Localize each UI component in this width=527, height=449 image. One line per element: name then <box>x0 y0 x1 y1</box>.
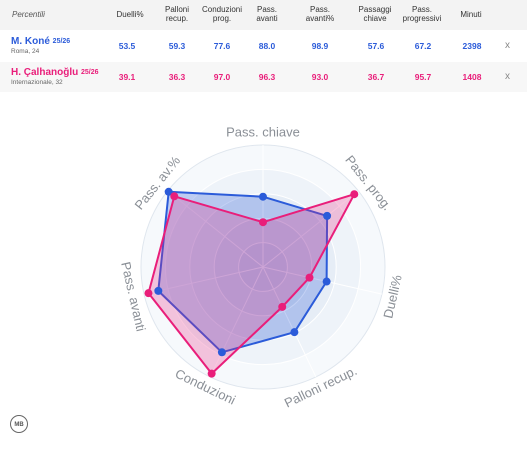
header-pass-avanti: Pass. avanti <box>256 5 278 23</box>
header-percentili: Percentili <box>12 10 45 19</box>
header-pass-avanti-pct: Pass. avanti% <box>305 5 335 23</box>
brand-logo: MB <box>10 415 28 433</box>
remove-kone-button[interactable]: x <box>505 40 510 51</box>
table-row-calhanoglu: H. Çalhanoğlu 25/26 Internazionale, 32 3… <box>0 62 527 92</box>
radar-series-area <box>157 190 329 354</box>
kone-pass-progressivi: 67.2 <box>414 41 432 51</box>
kone-pass-avanti-pct: 98.9 <box>311 41 329 51</box>
player-name-calhanoglu[interactable]: H. Çalhanoğlu 25/26 <box>11 67 99 78</box>
calhanoglu-passaggi-chiave: 36.7 <box>367 72 385 82</box>
header-minuti: Minuti <box>460 10 482 19</box>
table-row-kone: M. Koné 25/26 Roma, 24 53.5 59.3 77.6 88… <box>0 31 527 60</box>
table-header: Percentili Duelli% Palloni recup. Conduz… <box>0 0 527 30</box>
radar-point <box>207 369 216 378</box>
player-name-kone[interactable]: M. Koné 25/26 <box>11 36 71 47</box>
player-sub-kone: Roma, 24 <box>11 48 40 55</box>
radar-axis-label: Pass. chiave <box>226 124 300 139</box>
radar-point <box>278 302 287 311</box>
radar-point <box>290 328 299 337</box>
header-conduzioni-prog: Conduzioni prog. <box>201 5 243 23</box>
header-pass-progressivi: Pass. progressivi <box>402 5 442 23</box>
radar-series-area <box>147 193 356 375</box>
kone-minuti: 2398 <box>462 41 482 51</box>
header-duelli: Duelli% <box>116 10 144 19</box>
radar-spoke <box>143 266 264 295</box>
radar-point <box>217 348 226 357</box>
radar-point <box>170 192 179 201</box>
kone-passaggi-chiave: 57.6 <box>367 41 385 51</box>
radar-point <box>350 190 359 199</box>
calhanoglu-pass-avanti: 96.3 <box>258 72 276 82</box>
kone-duelli: 53.5 <box>118 41 136 51</box>
player-sub-calhanoglu: Internazionale, 32 <box>11 79 63 86</box>
calhanoglu-palloni-recup: 36.3 <box>168 72 186 82</box>
radar-spoke <box>262 266 383 295</box>
radar-spoke <box>209 266 264 378</box>
header-passaggi-chiave: Passaggi chiave <box>358 5 392 23</box>
radar-spoke <box>262 266 317 378</box>
radar-point <box>164 187 173 196</box>
radar-point <box>322 277 331 286</box>
radar-spoke <box>167 190 264 268</box>
calhanoglu-pass-progressivi: 95.7 <box>414 72 432 82</box>
kone-palloni-recup: 59.3 <box>168 41 186 51</box>
radar-point <box>259 218 267 227</box>
calhanoglu-minuti: 1408 <box>462 72 482 82</box>
calhanoglu-pass-avanti-pct: 93.0 <box>311 72 329 82</box>
calhanoglu-conduzioni-prog: 97.0 <box>213 72 231 82</box>
radar-point <box>154 286 163 295</box>
kone-conduzioni-prog: 77.6 <box>213 41 231 51</box>
kone-pass-avanti: 88.0 <box>258 41 276 51</box>
radar-point <box>305 273 314 282</box>
calhanoglu-duelli: 39.1 <box>118 72 136 82</box>
radar-spoke <box>262 190 359 268</box>
radar-point <box>144 289 153 298</box>
radar-point <box>323 211 332 220</box>
remove-calhanoglu-button[interactable]: x <box>505 71 510 82</box>
header-palloni-recup: Palloni recup. <box>164 5 189 23</box>
radar-point <box>259 192 267 201</box>
